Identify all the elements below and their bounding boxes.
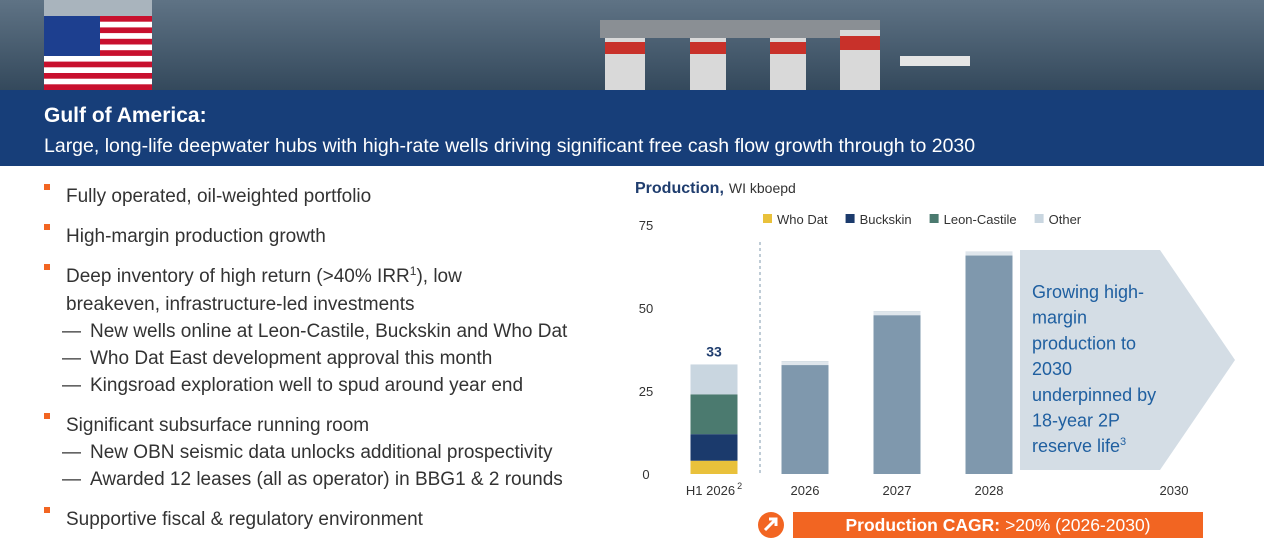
x-tick-label: 2030 [1160, 483, 1189, 498]
cagr-label: Production CAGR: [845, 515, 1000, 535]
chart-title: Production, WI kboepd [635, 180, 796, 197]
arrow-line: reserve life [1032, 436, 1120, 456]
dash: — [62, 375, 81, 396]
bullet: breakeven, infrastructure-led investment… [66, 294, 415, 315]
chart-title: Production, [635, 180, 724, 197]
bullet-text: ), low [416, 266, 462, 287]
bar-segment [690, 434, 738, 461]
chart: 0 25 50 75 Who Dat Buckskin Leon-Castile Other H… [639, 212, 1189, 498]
arrow-text: reserve life3 [1032, 436, 1126, 456]
sub-bullet: Who Dat East development approval this m… [90, 348, 492, 369]
dash: — [62, 442, 81, 463]
arrow-text: production to [1032, 333, 1136, 353]
arrow-line: production to [1032, 333, 1136, 353]
arrow-line: underpinned by [1032, 385, 1156, 405]
superscript: 2 [737, 481, 742, 491]
legend-label: Who Dat [777, 212, 828, 227]
x-tick-label: 2026 [791, 483, 820, 498]
dash: — [62, 321, 81, 342]
legend-label: Other [1049, 212, 1082, 227]
arrow-text: 18-year 2P [1032, 411, 1120, 431]
sub-bullet: New OBN seismic data unlocks additional … [90, 442, 553, 463]
bar [781, 361, 829, 474]
bar-segment [690, 364, 738, 395]
arrow-text: 2030 [1032, 359, 1072, 379]
y-tick-label: 75 [639, 218, 653, 233]
bullet: Deep inventory of high return (>40% IRR1… [66, 264, 462, 287]
bullet: Supportive fiscal & regulatory environme… [66, 509, 424, 530]
bullet-marker [44, 184, 50, 190]
arrow [1020, 250, 1235, 470]
category: 2026 [791, 483, 820, 498]
sub-bullet: Kingsroad exploration well to spud aroun… [90, 375, 523, 396]
y-tick-label: 0 [642, 467, 649, 482]
cagr-box [793, 512, 1203, 538]
arrow-text: underpinned by [1032, 385, 1156, 405]
sub-bullet: New wells online at Leon-Castile, Bucksk… [90, 321, 568, 342]
arrow-line: 2030 [1032, 359, 1072, 379]
bar [873, 311, 921, 474]
legend-label: Buckskin [860, 212, 912, 227]
legend-swatch [929, 214, 939, 223]
category: 2030 [1160, 483, 1189, 498]
bar-highlight [781, 361, 829, 366]
title: Gulf of America: [44, 104, 207, 127]
legend-swatch [763, 214, 772, 223]
arrow-text: margin [1032, 308, 1087, 328]
cagr: Production CAGR: >20% (2026-2030) [845, 515, 1150, 535]
legend-swatch [845, 214, 855, 223]
bullet-marker [44, 413, 50, 419]
bar [965, 251, 1013, 474]
category: 2027 [883, 483, 912, 498]
bullet: High-margin production growth [66, 226, 326, 247]
bar-segment [690, 394, 738, 435]
bullet-text: Deep inventory of high return (>40% IRR [66, 266, 410, 287]
rig [600, 20, 970, 90]
dash: — [62, 469, 81, 490]
bullet-marker [44, 264, 50, 270]
bullet-marker [44, 507, 50, 513]
arrow-text: Growing high- [1032, 282, 1144, 302]
arrow-line: Growing high- [1032, 282, 1144, 302]
y-tick-label: 25 [639, 384, 653, 399]
bar-highlight [873, 311, 921, 316]
bar-segment [690, 460, 738, 474]
sub-bullet: Awarded 12 leases (all as operator) in B… [90, 469, 563, 490]
total-label: 33 [706, 343, 722, 359]
legend-label: Leon-Castile [944, 212, 1017, 227]
bar-highlight [965, 251, 1013, 256]
category: 2028 [975, 483, 1004, 498]
arrow-line: margin [1032, 308, 1087, 328]
y-tick-label: 50 [639, 301, 653, 316]
chart-unit: WI kboepd [729, 180, 796, 196]
category: H1 2026 [686, 483, 735, 498]
subtitle: Large, long-life deepwater hubs with hig… [44, 135, 975, 157]
arrow-line: 18-year 2P [1032, 411, 1120, 431]
cagr-value: >20% (2026-2030) [1005, 515, 1150, 535]
x-tick-label: 2028 [975, 483, 1004, 498]
bullet: Fully operated, oil-weighted portfolio [66, 186, 371, 207]
superscript: 1 [410, 264, 417, 278]
x-tick-label: H1 2026 2 [686, 481, 742, 498]
dash: — [62, 348, 81, 369]
bullet-list: Fully operated, oil-weighted portfolio Hi… [44, 184, 568, 530]
bullet: Significant subsurface running room [66, 415, 369, 436]
icon-arrow [763, 517, 778, 532]
superscript: 3 [1120, 436, 1126, 448]
legend-swatch [1034, 214, 1044, 223]
banner [0, 90, 1264, 166]
us-flag [44, 0, 152, 90]
x-tick-label: 2027 [883, 483, 912, 498]
bullet-marker [44, 224, 50, 230]
